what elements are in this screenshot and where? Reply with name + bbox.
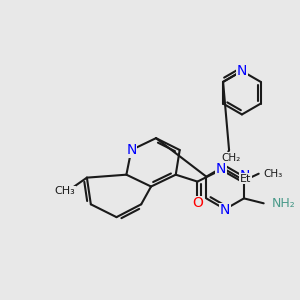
Text: N: N: [220, 203, 230, 217]
Text: NH₂: NH₂: [272, 197, 295, 210]
Text: CH₃: CH₃: [264, 169, 283, 179]
Text: CH₂: CH₂: [221, 153, 241, 163]
Text: N: N: [216, 162, 226, 176]
Text: N: N: [126, 143, 136, 157]
Text: N: N: [237, 64, 247, 78]
Text: CH₃: CH₃: [55, 187, 76, 196]
Text: N: N: [240, 169, 250, 183]
Text: O: O: [192, 196, 203, 210]
Text: Et: Et: [240, 174, 251, 184]
